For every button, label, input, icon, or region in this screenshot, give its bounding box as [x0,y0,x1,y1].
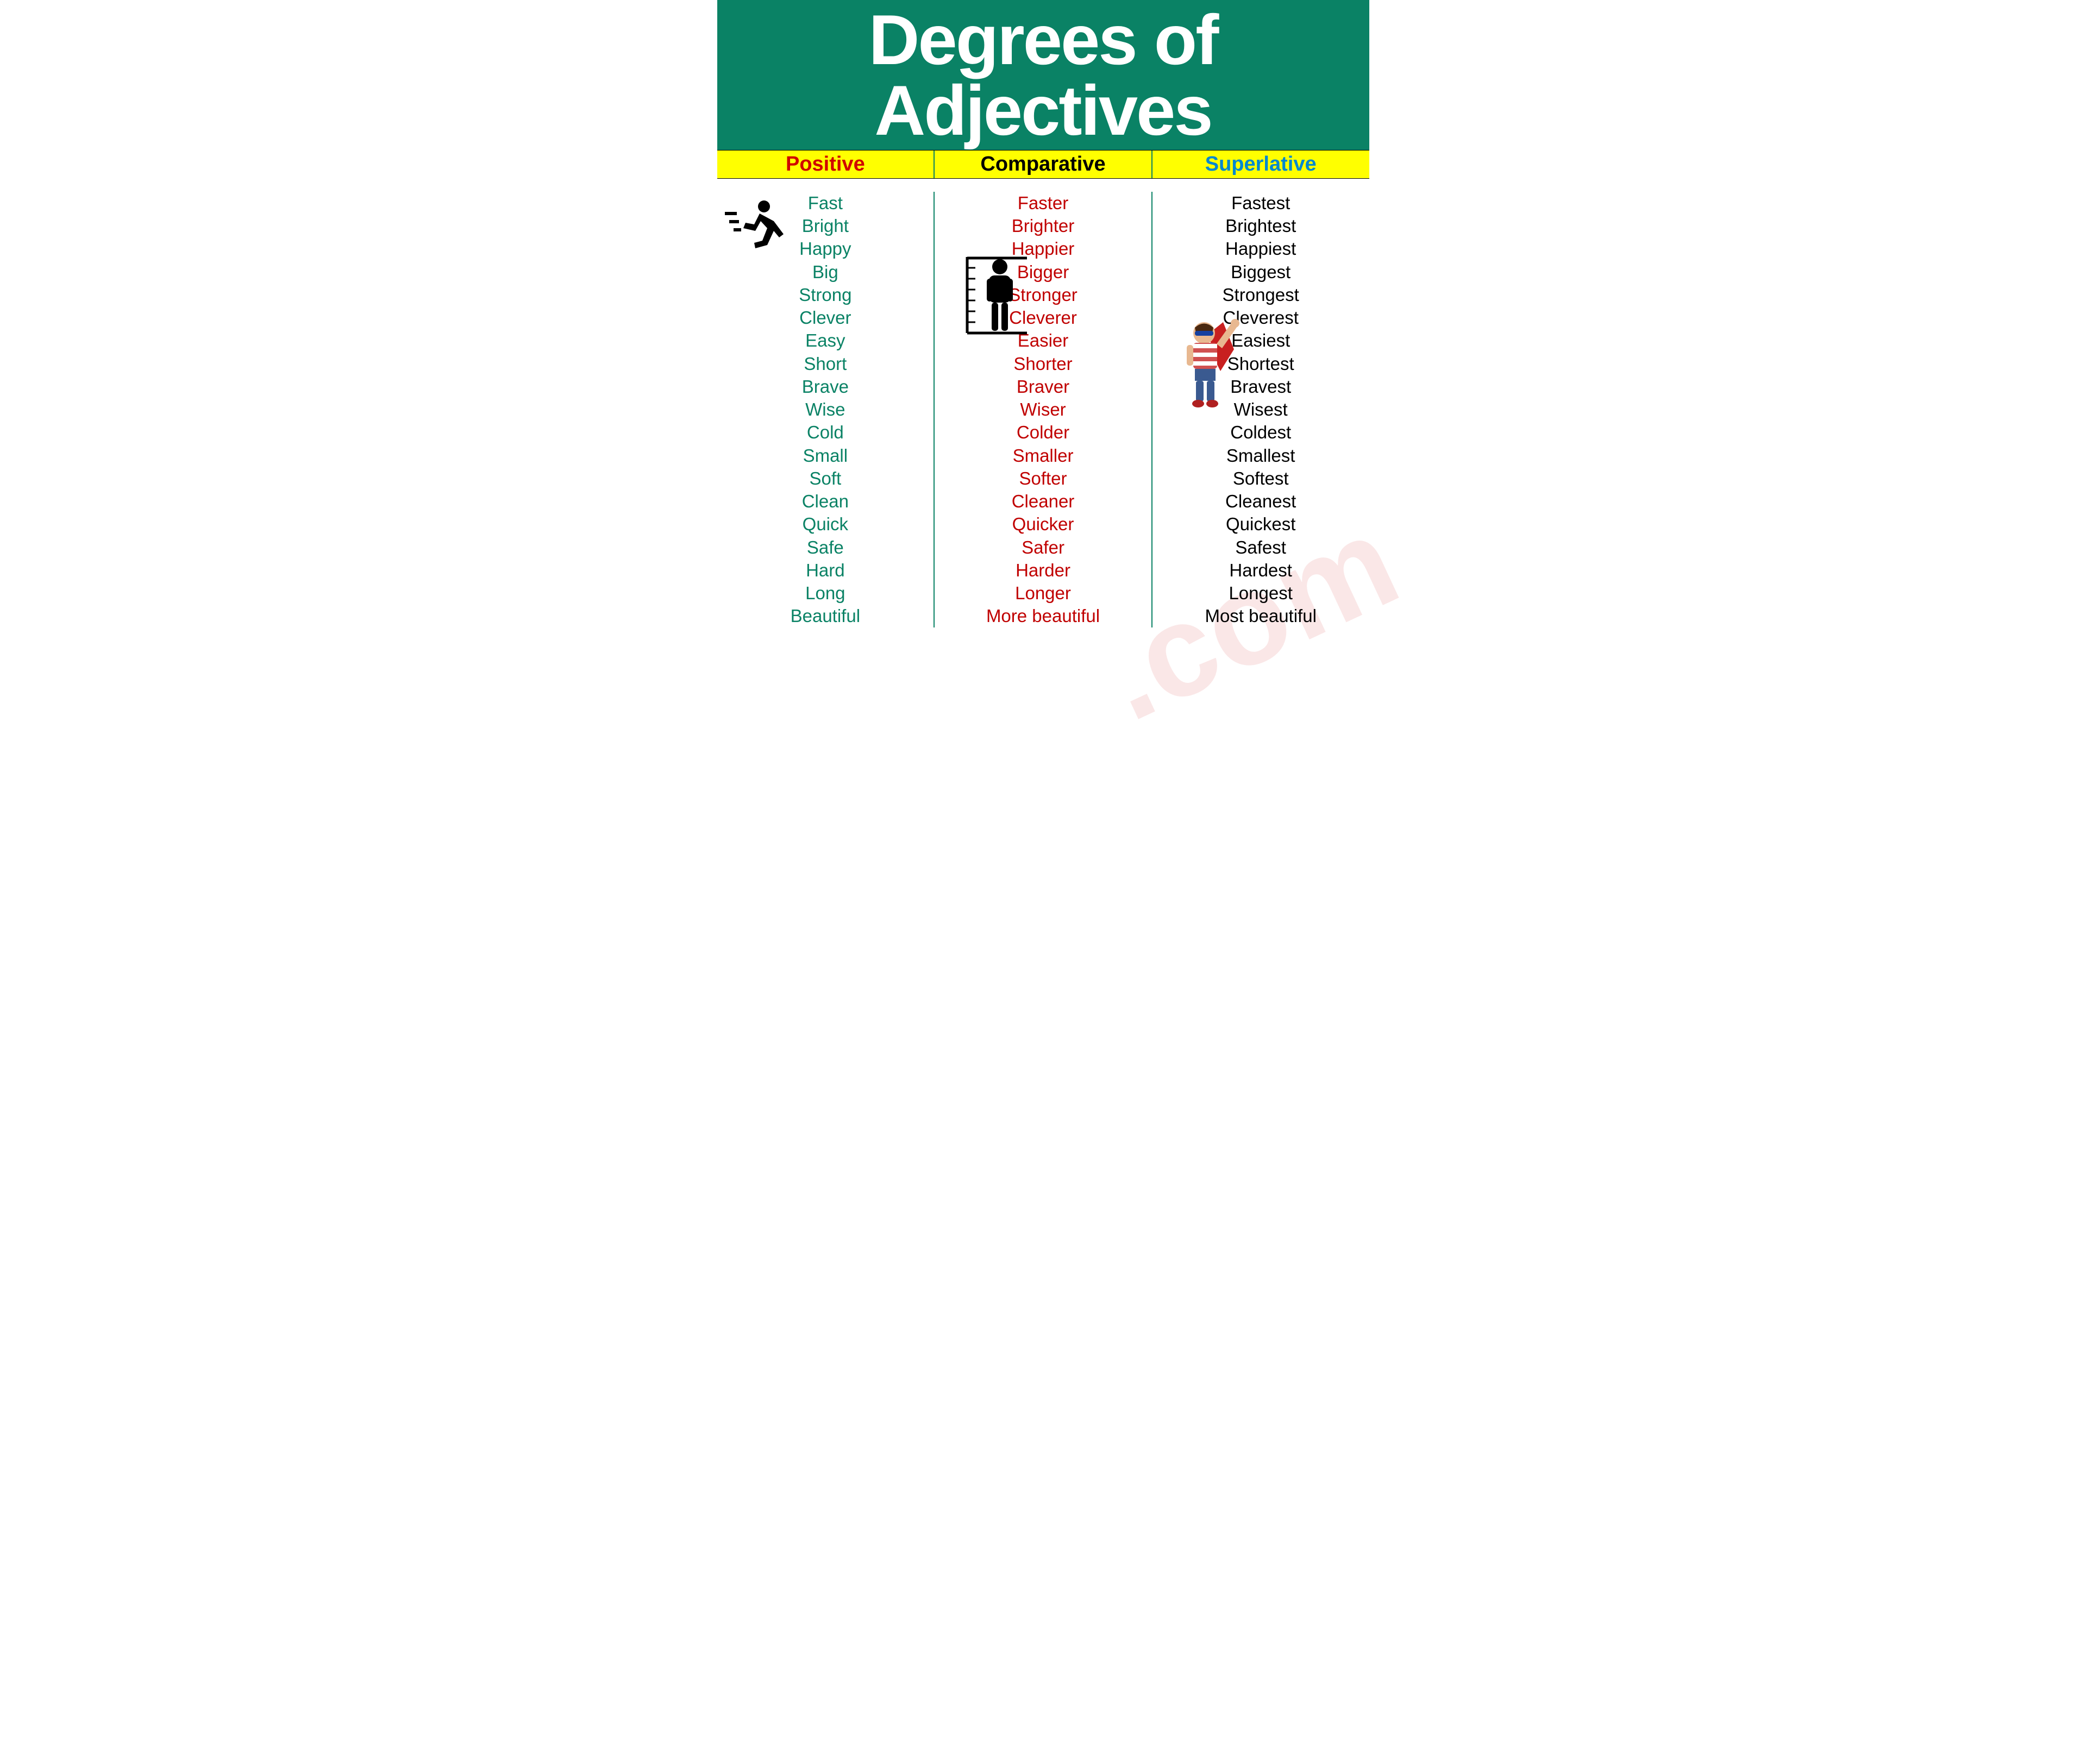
superlative-word: Longest [1152,582,1369,605]
column-superlative: FastestBrightestHappiestBiggestStrongest… [1152,192,1369,627]
superlative-word: Happiest [1152,237,1369,260]
superlative-word: Coldest [1152,421,1369,444]
comparative-word: Braver [935,375,1151,398]
header-positive: Positive [717,150,935,178]
superlative-word: Cleanest [1152,490,1369,513]
comparative-word: Safer [935,536,1151,559]
positive-word: Beautiful [717,605,934,627]
comparative-word: Smaller [935,444,1151,467]
superlative-word: Strongest [1152,284,1369,306]
comparative-word: Brighter [935,215,1151,237]
comparative-word: Colder [935,421,1151,444]
positive-word: Clean [717,490,934,513]
positive-word: Wise [717,398,934,421]
superlative-word: Smallest [1152,444,1369,467]
title-bar: Degrees of Adjectives [717,0,1369,150]
comparative-word: Quicker [935,513,1151,536]
positive-word: Safe [717,536,934,559]
height-measure-icon [962,252,1032,338]
comparative-word: Cleaner [935,490,1151,513]
positive-word: Long [717,582,934,605]
positive-word: Soft [717,467,934,490]
superhero-kid-icon [1169,317,1245,409]
positive-word: Hard [717,559,934,582]
superlative-word: Biggest [1152,261,1369,284]
superlative-word: Safest [1152,536,1369,559]
column-headers: Positive Comparative Superlative [717,150,1369,179]
positive-word: Brave [717,375,934,398]
comparative-word: Softer [935,467,1151,490]
header-comparative: Comparative [935,150,1152,178]
comparative-word: More beautiful [935,605,1151,627]
superlative-word: Softest [1152,467,1369,490]
page-title: Degrees of Adjectives [717,4,1369,146]
comparative-word: Faster [935,192,1151,215]
adjectives-table: .com FastBrightHappyBigStrongCleverEasyS… [717,179,1369,627]
header-superlative: Superlative [1152,150,1369,178]
positive-word: Big [717,261,934,284]
comparative-word: Longer [935,582,1151,605]
comparative-word: Wiser [935,398,1151,421]
superlative-word: Fastest [1152,192,1369,215]
positive-word: Cold [717,421,934,444]
positive-word: Strong [717,284,934,306]
superlative-word: Brightest [1152,215,1369,237]
positive-word: Quick [717,513,934,536]
comparative-word: Shorter [935,353,1151,375]
comparative-word: Harder [935,559,1151,582]
positive-word: Clever [717,306,934,329]
running-person-icon [722,198,787,253]
column-comparative: FasterBrighterHappierBiggerStrongerCleve… [935,192,1152,627]
column-positive: FastBrightHappyBigStrongCleverEasyShortB… [717,192,935,627]
superlative-word: Most beautiful [1152,605,1369,627]
superlative-word: Quickest [1152,513,1369,536]
positive-word: Easy [717,329,934,352]
positive-word: Short [717,353,934,375]
superlative-word: Hardest [1152,559,1369,582]
positive-word: Small [717,444,934,467]
